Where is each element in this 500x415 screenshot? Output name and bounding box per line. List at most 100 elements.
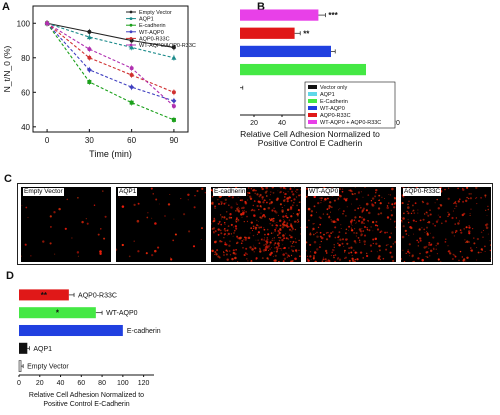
cell-dot	[290, 254, 293, 257]
cell-dot	[214, 253, 216, 256]
cell-dot	[363, 234, 367, 237]
cell-dot	[150, 187, 153, 190]
cell-dot	[312, 254, 316, 258]
cell-dot	[274, 254, 277, 257]
cell-dot	[412, 260, 416, 262]
data-point	[171, 90, 176, 95]
cell-dot	[426, 202, 429, 205]
cell-dot	[267, 249, 270, 251]
cell-dot	[464, 239, 466, 241]
cell-dot	[439, 204, 441, 206]
bar	[19, 289, 69, 301]
legend-entry: WT-AQP0	[320, 106, 345, 112]
cell-dot	[249, 195, 252, 198]
cell-dot	[256, 219, 258, 221]
cell-dot	[417, 257, 420, 260]
cell-dot	[374, 201, 377, 204]
cell-dot	[250, 260, 253, 262]
cell-dot	[361, 220, 364, 224]
cell-dot	[427, 214, 430, 217]
cell-dot	[401, 258, 402, 260]
cell-dot	[284, 187, 287, 190]
cell-dot	[250, 188, 252, 190]
cell-dot	[309, 243, 312, 246]
series-line	[46, 22, 174, 48]
cell-dot	[485, 225, 487, 227]
cell-dot	[346, 206, 348, 208]
cell-dot	[390, 255, 394, 259]
cell-dot	[313, 251, 317, 254]
cell-dot	[317, 201, 320, 205]
cell-dot	[261, 215, 264, 217]
x-tick-label: 40	[278, 120, 286, 127]
cell-dot	[371, 205, 373, 207]
cell-dot	[452, 210, 454, 212]
cell-dot	[470, 249, 474, 252]
cell-dot	[270, 232, 273, 234]
data-point	[45, 21, 50, 26]
cell-dot	[85, 218, 87, 220]
cell-dot	[282, 215, 285, 218]
cell-dot	[234, 258, 236, 260]
cell-dot	[359, 241, 361, 244]
cell-dot	[403, 212, 405, 215]
cell-dot	[457, 187, 459, 190]
cell-dot	[457, 222, 460, 225]
cell-dot	[390, 245, 393, 248]
cell-dot	[421, 227, 423, 229]
cell-dot	[217, 234, 220, 236]
cell-dot	[354, 228, 356, 230]
cell-dot	[317, 226, 320, 229]
cell-dot	[476, 197, 478, 199]
cell-dot	[287, 196, 291, 199]
cell-dot	[402, 217, 405, 220]
cell-dot	[350, 251, 353, 254]
cell-dot	[434, 202, 436, 204]
micrograph-image	[21, 190, 107, 257]
cell-dot	[341, 188, 344, 190]
cell-dot	[183, 213, 186, 216]
cell-dot	[299, 255, 301, 258]
cell-dot	[277, 229, 280, 233]
micrograph-aqp1: AQP1	[116, 187, 206, 262]
cell-dot	[314, 260, 317, 262]
micrograph-label: AQP1	[118, 188, 138, 196]
cell-dot	[473, 242, 476, 245]
cell-dot	[337, 236, 340, 239]
cell-dot	[239, 199, 242, 202]
cell-dot	[287, 238, 290, 240]
cell-dot	[271, 224, 274, 227]
cell-dot	[351, 257, 354, 260]
cell-dot	[263, 239, 265, 241]
cell-dot	[247, 236, 251, 240]
cell-dot	[283, 224, 286, 227]
cell-dot	[294, 257, 297, 261]
cell-dot	[416, 239, 419, 242]
micrograph-cells	[211, 187, 301, 262]
cell-dot	[274, 259, 277, 262]
cell-dot	[333, 244, 335, 246]
cell-dot	[340, 228, 342, 229]
cell-dot	[281, 226, 285, 229]
cell-dot	[286, 213, 288, 214]
cell-dot	[293, 202, 295, 204]
cell-dot	[211, 189, 213, 192]
cell-dot	[403, 260, 406, 262]
cell-dot	[225, 211, 228, 213]
cell-dot	[252, 234, 255, 237]
cell-dot	[367, 194, 370, 196]
cell-dot	[377, 213, 380, 216]
cell-dot	[278, 239, 281, 242]
cell-dot	[325, 232, 328, 234]
cell-dot	[334, 254, 337, 256]
legend-entry: E-Cadherin	[320, 99, 348, 105]
cell-dot	[225, 243, 228, 246]
micrograph-image	[211, 187, 301, 262]
bar	[240, 45, 331, 58]
cell-dot	[242, 206, 245, 210]
cell-dot	[326, 213, 329, 216]
data-point	[86, 34, 92, 40]
data-point	[171, 104, 176, 109]
cell-dot	[234, 256, 237, 260]
cell-dot	[252, 244, 254, 246]
